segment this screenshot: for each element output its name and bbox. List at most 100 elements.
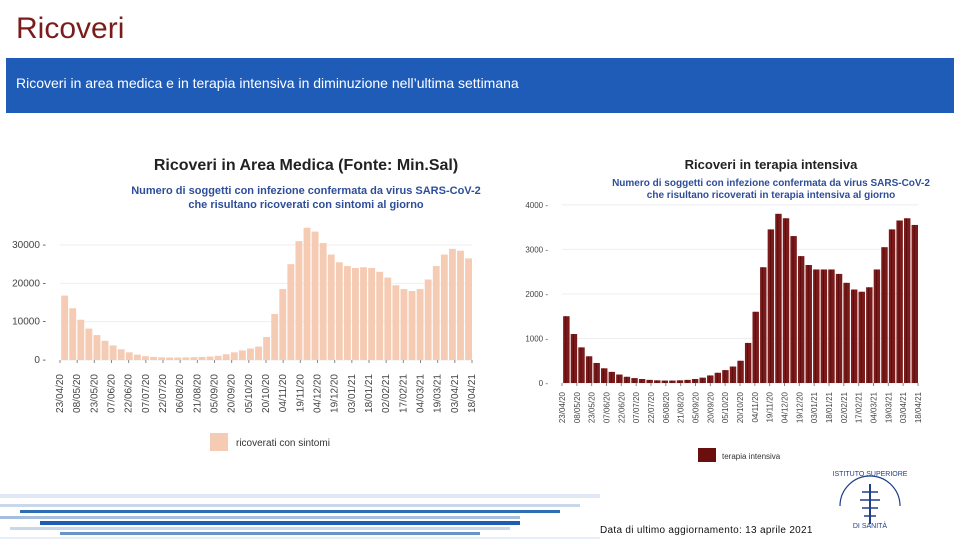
intensiva-bar xyxy=(843,282,850,383)
intensiva-ytick-label: 4000 - xyxy=(525,201,548,210)
decorative-stripes xyxy=(0,494,600,545)
intensiva-bar xyxy=(707,375,714,383)
intensiva-xtick-label: 23/05/20 xyxy=(588,391,597,423)
medica-bar xyxy=(408,291,416,360)
intensiva-xtick-label: 03/01/21 xyxy=(810,391,819,423)
medica-bar xyxy=(343,266,351,360)
medica-xtick-label: 07/07/20 xyxy=(141,374,152,413)
intensiva-bar xyxy=(858,291,865,383)
medica-bar xyxy=(166,357,174,360)
intensiva-bar xyxy=(744,342,752,383)
intensiva-xtick-label: 22/06/20 xyxy=(617,391,626,423)
intensiva-bar xyxy=(775,213,782,383)
intensiva-bar xyxy=(616,374,623,383)
intensiva-xtick-label: 20/10/20 xyxy=(736,391,745,423)
intensiva-bar xyxy=(903,218,911,383)
medica-bar xyxy=(174,357,182,360)
intensiva-bar xyxy=(714,372,722,383)
intensiva-xtick-label: 03/04/21 xyxy=(899,391,908,423)
medica-ytick-label: 20000 - xyxy=(12,278,46,289)
medica-bar xyxy=(295,241,303,360)
medica-bar xyxy=(133,354,141,360)
headline-text: Ricoveri in area medica e in terapia int… xyxy=(16,75,519,91)
intensiva-bar xyxy=(813,269,820,383)
medica-xtick-label: 22/06/20 xyxy=(124,374,135,413)
medica-xtick-label: 04/11/20 xyxy=(278,374,289,413)
medica-bar xyxy=(392,285,400,360)
intensiva-bar xyxy=(896,220,903,383)
medica-bar xyxy=(69,308,77,360)
intensiva-xtick-label: 19/03/21 xyxy=(884,391,893,423)
medica-bar xyxy=(271,314,279,360)
intensiva-xtick-label: 06/08/20 xyxy=(662,391,671,423)
medica-bar xyxy=(384,277,392,360)
medica-xtick-label: 23/05/20 xyxy=(89,374,100,413)
intensiva-bar xyxy=(684,379,691,383)
intensiva-xtick-label: 17/02/21 xyxy=(855,391,864,423)
iss-seal-logo: ISTITUTO SUPERIORE DI SANITÀ xyxy=(832,466,908,537)
legend-swatch-medica xyxy=(210,433,228,451)
medica-bar xyxy=(279,289,287,360)
medica-xtick-label: 19/03/21 xyxy=(433,374,444,413)
intensiva-bar xyxy=(601,368,608,383)
medica-bar xyxy=(360,267,367,360)
intensiva-xtick-label: 18/04/21 xyxy=(914,391,923,423)
medica-bar xyxy=(182,357,190,360)
medica-bar xyxy=(61,295,69,360)
medica-bar xyxy=(238,350,246,360)
intensiva-xtick-label: 02/02/21 xyxy=(840,391,849,423)
chart-medica-subtitle: Numero di soggetti con infezione conferm… xyxy=(100,184,512,212)
medica-xtick-label: 03/01/21 xyxy=(347,374,358,413)
medica-xtick-label: 21/08/20 xyxy=(192,374,203,413)
medica-ytick-label: 0 - xyxy=(34,355,46,366)
medica-xtick-label: 19/11/20 xyxy=(295,374,306,413)
medica-bar xyxy=(327,254,335,360)
intensiva-bar xyxy=(729,366,737,383)
medica-bar xyxy=(247,348,254,360)
intensiva-bar xyxy=(797,256,805,383)
medica-bar xyxy=(206,356,214,360)
intensiva-bar xyxy=(563,316,570,383)
chart-medica-subtitle-line1: Numero di soggetti con infezione conferm… xyxy=(131,185,481,197)
medica-bar xyxy=(158,357,166,360)
medica-xtick-label: 06/08/20 xyxy=(175,374,186,413)
medica-bar xyxy=(117,349,125,360)
medica-xtick-label: 19/12/20 xyxy=(330,374,341,413)
intensiva-bar xyxy=(737,360,744,383)
medica-bar xyxy=(376,271,384,360)
medica-bar xyxy=(400,289,408,360)
intensiva-bar xyxy=(805,265,812,383)
medica-xtick-label: 23/04/20 xyxy=(55,374,66,413)
medica-bar xyxy=(141,356,149,360)
medica-xtick-label: 05/10/20 xyxy=(244,374,255,413)
intensiva-bar xyxy=(654,380,661,383)
medica-bar xyxy=(222,354,230,360)
intensiva-bar xyxy=(767,229,775,383)
medica-bar xyxy=(352,268,359,360)
medica-xtick-label: 04/03/21 xyxy=(416,374,427,413)
intensiva-ytick-label: 2000 - xyxy=(525,290,548,299)
intensiva-bar xyxy=(699,377,706,383)
svg-text:ISTITUTO SUPERIORE: ISTITUTO SUPERIORE xyxy=(833,471,908,478)
intensiva-bar xyxy=(593,362,600,383)
medica-bar xyxy=(190,357,198,360)
chart-intensiva-subtitle-line2: che risultano ricoverati in terapia inte… xyxy=(646,190,896,201)
intensiva-bar xyxy=(638,378,646,383)
intensiva-xtick-label: 05/09/20 xyxy=(692,391,701,423)
medica-bar xyxy=(432,266,440,360)
chart-intensiva-subtitle: Numero di soggetti con infezione conferm… xyxy=(590,178,952,202)
intensiva-bar xyxy=(661,380,669,383)
medica-xtick-label: 03/04/21 xyxy=(450,374,461,413)
intensiva-bar xyxy=(873,269,881,383)
medica-bar xyxy=(125,352,133,360)
medica-bar xyxy=(368,268,376,360)
headline-banner: Ricoveri in area medica e in terapia int… xyxy=(6,58,954,113)
intensiva-xtick-label: 07/07/20 xyxy=(632,391,641,423)
intensiva-bar xyxy=(850,289,858,383)
medica-bar xyxy=(85,328,93,360)
medica-xtick-label: 22/07/20 xyxy=(158,374,169,413)
medica-bar xyxy=(263,337,271,360)
medica-xtick-label: 07/06/20 xyxy=(107,374,118,413)
intensiva-bar xyxy=(760,267,767,383)
medica-bar xyxy=(93,335,101,360)
